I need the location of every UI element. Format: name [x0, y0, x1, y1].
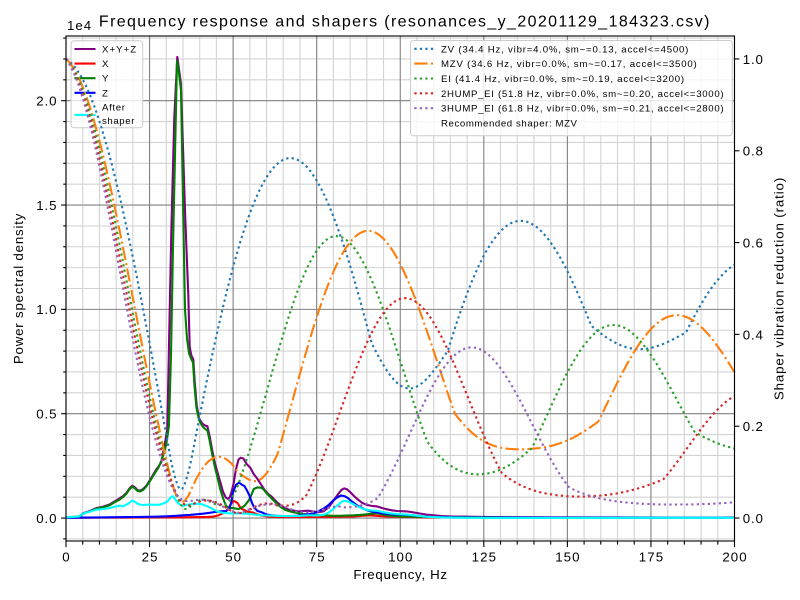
svg-text:2HUMP_EI (51.8 Hz, vibr=0.0%,: 2HUMP_EI (51.8 Hz, vibr=0.0%, sm~=0.20, … [441, 89, 724, 100]
svg-text:150: 150 [555, 549, 580, 564]
svg-text:0.4: 0.4 [743, 327, 764, 342]
svg-text:Power spectral density: Power spectral density [11, 213, 26, 364]
svg-text:1e4: 1e4 [67, 18, 92, 33]
svg-text:0.0: 0.0 [743, 511, 764, 526]
svg-text:175: 175 [639, 549, 664, 564]
svg-text:0.8: 0.8 [743, 144, 764, 159]
svg-text:50: 50 [225, 549, 242, 564]
svg-text:75: 75 [309, 549, 326, 564]
svg-text:25: 25 [142, 549, 159, 564]
svg-text:ZV (34.4 Hz, vibr=4.0%, sm~=0.: ZV (34.4 Hz, vibr=4.0%, sm~=0.13, accel<… [441, 44, 689, 55]
svg-text:MZV (34.6 Hz, vibr=0.0%, sm~=0: MZV (34.6 Hz, vibr=0.0%, sm~=0.17, accel… [441, 59, 697, 70]
svg-text:125: 125 [472, 549, 497, 564]
svg-text:Frequency response and shapers: Frequency response and shapers (resonanc… [99, 14, 711, 31]
svg-text:3HUMP_EI (61.8 Hz, vibr=0.0%,: 3HUMP_EI (61.8 Hz, vibr=0.0%, sm~=0.21, … [441, 104, 724, 115]
svg-text:Shaper vibration reduction (ra: Shaper vibration reduction (ratio) [772, 177, 787, 400]
svg-text:X: X [102, 59, 109, 70]
svg-text:0.2: 0.2 [743, 419, 764, 434]
svg-text:Z: Z [102, 88, 109, 99]
svg-text:Y: Y [102, 74, 109, 85]
svg-text:X+Y+Z: X+Y+Z [102, 45, 137, 56]
svg-text:Frequency, Hz: Frequency, Hz [353, 567, 447, 582]
svg-text:0.0: 0.0 [36, 511, 57, 526]
svg-text:1.0: 1.0 [36, 302, 57, 317]
svg-text:100: 100 [388, 549, 413, 564]
svg-text:EI (41.4 Hz, vibr=0.0%, sm~=0.: EI (41.4 Hz, vibr=0.0%, sm~=0.19, accel<… [441, 74, 685, 85]
svg-text:200: 200 [722, 549, 747, 564]
svg-text:1.0: 1.0 [743, 52, 764, 67]
svg-text:1.5: 1.5 [36, 198, 57, 213]
svg-text:0.5: 0.5 [36, 407, 57, 422]
svg-text:2.0: 2.0 [36, 94, 57, 109]
svg-text:0: 0 [62, 549, 70, 564]
svg-text:After: After [102, 102, 126, 113]
svg-text:0.6: 0.6 [743, 235, 764, 250]
svg-text:shaper: shaper [102, 116, 135, 127]
svg-text:Recommended shaper: MZV: Recommended shaper: MZV [441, 119, 578, 130]
